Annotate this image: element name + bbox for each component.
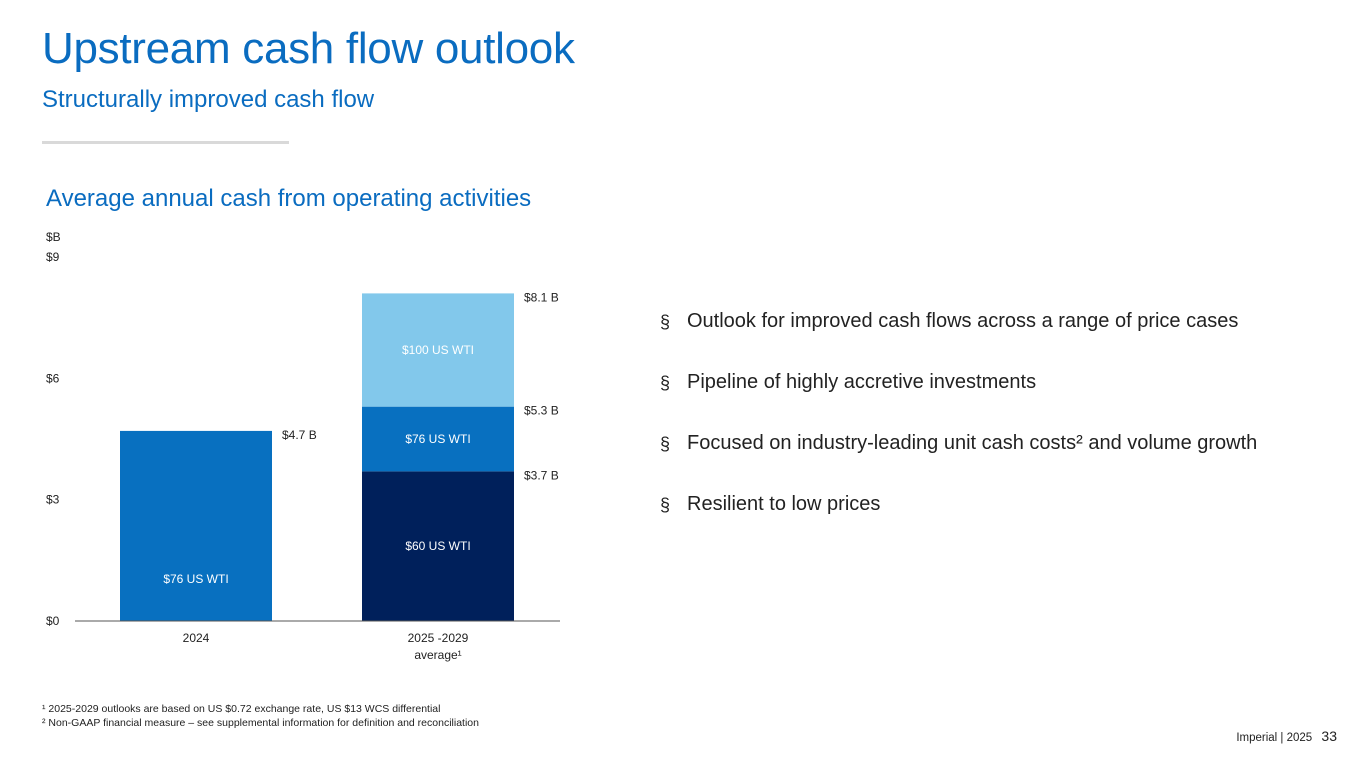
x-tick-label: average¹ [414, 648, 461, 662]
bullet-symbol: § [660, 373, 671, 393]
bullet-text: Focused on industry-leading unit cash co… [687, 432, 1258, 454]
bullet-item: § Focused on industry-leading unit cash … [660, 432, 1257, 493]
page-subtitle: Structurally improved cash flow [42, 86, 375, 113]
y-tick-label: $9 [46, 250, 60, 264]
bullet-list: § Outlook for improved cash flows across… [660, 310, 1257, 554]
bar-segment [362, 471, 514, 621]
bullet-item: § Pipeline of highly accretive investmen… [660, 371, 1257, 432]
page-number: 33 [1321, 728, 1337, 744]
y-axis-unit: $B [46, 230, 61, 244]
bar-value-label: $8.1 B [524, 290, 559, 304]
x-tick-label: 2024 [183, 631, 210, 645]
bullet-text: Pipeline of highly accretive investments [687, 371, 1037, 393]
title-divider [42, 141, 289, 144]
x-tick-label: 2025 -2029 [408, 631, 469, 645]
bullet-text: Resilient to low prices [687, 493, 881, 515]
page-title: Upstream cash flow outlook [42, 24, 575, 73]
bar-segment [120, 430, 272, 621]
bullet-symbol: § [660, 312, 671, 332]
slide-footer: Imperial | 2025 33 [1236, 728, 1337, 744]
footnote-1: ¹ 2025-2029 outlooks are based on US $0.… [42, 703, 441, 715]
footer-separator: | [1280, 732, 1284, 744]
footer-year: 2025 [1286, 732, 1313, 744]
y-tick-label: $0 [46, 614, 60, 628]
bar-segment [362, 406, 514, 472]
footnote-2: ² Non-GAAP financial measure – see suppl… [42, 717, 479, 729]
bar-segment-label: $60 US WTI [405, 539, 470, 553]
bullet-symbol: § [660, 495, 671, 515]
bar-value-label: $4.7 B [282, 428, 317, 442]
bar-segment [362, 293, 514, 407]
bar-value-label: $5.3 B [524, 404, 559, 418]
bar-segment-label: $76 US WTI [405, 432, 470, 446]
footer-company: Imperial [1236, 732, 1278, 744]
bar-segment-label: $76 US WTI [163, 572, 228, 586]
bullet-symbol: § [660, 434, 671, 454]
bullet-item: § Resilient to low prices [660, 493, 1257, 554]
y-tick-label: $6 [46, 371, 60, 385]
y-tick-label: $3 [46, 493, 60, 507]
chart-title: Average annual cash from operating activ… [46, 185, 532, 212]
bar-segment-label: $100 US WTI [402, 343, 474, 357]
bullet-text: Outlook for improved cash flows across a… [687, 310, 1239, 332]
bullet-item: § Outlook for improved cash flows across… [660, 310, 1257, 371]
cash-flow-chart: $B $0 $3 $6 $9 $76 US WTI $4.7 B 2024 $60 US WTI… [46, 230, 560, 662]
bar-value-label: $3.7 B [524, 468, 559, 482]
footnotes: ¹ 2025-2029 outlooks are based on US $0.… [42, 702, 479, 730]
